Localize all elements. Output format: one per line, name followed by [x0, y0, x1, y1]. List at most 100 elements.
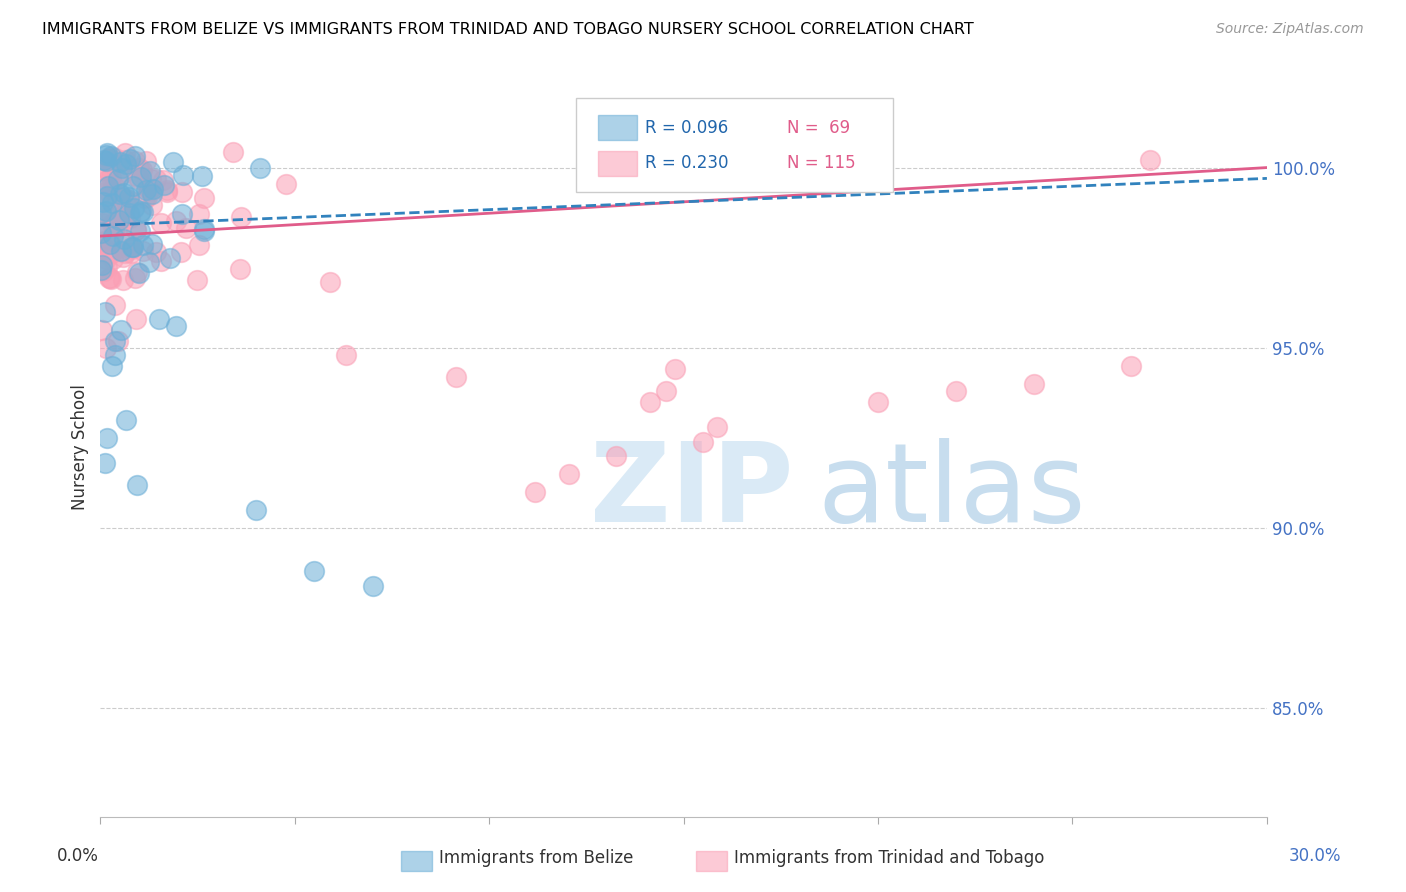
Point	[115, 156, 138, 170]
Point	[107, 167, 129, 181]
Point	[692, 434, 714, 449]
Point	[148, 312, 170, 326]
Point	[101, 217, 124, 231]
Point	[159, 251, 181, 265]
Point	[98, 236, 121, 251]
Point	[135, 154, 157, 169]
Point	[110, 323, 132, 337]
Point	[91, 258, 114, 272]
Point	[868, 395, 890, 409]
Point	[129, 170, 152, 185]
Point	[136, 180, 159, 194]
Point	[141, 197, 163, 211]
Text: R = 0.230: R = 0.230	[645, 154, 728, 172]
Point	[114, 192, 136, 206]
Point	[125, 265, 148, 279]
Point	[111, 209, 134, 223]
Point	[190, 169, 212, 183]
Point	[96, 153, 118, 167]
Point	[103, 222, 125, 236]
Point	[155, 185, 177, 199]
Point	[98, 186, 121, 201]
Point	[96, 260, 118, 274]
Point	[654, 384, 676, 398]
Point	[141, 236, 163, 251]
Point	[319, 276, 342, 290]
Point	[136, 190, 159, 204]
Point	[121, 245, 143, 260]
Point	[96, 153, 118, 168]
Point	[101, 229, 124, 244]
Point	[93, 234, 115, 248]
Point	[605, 449, 627, 463]
Point	[132, 237, 155, 252]
Point	[115, 413, 138, 427]
Point	[1139, 153, 1161, 168]
Point	[193, 191, 215, 205]
Point	[145, 244, 167, 259]
Point	[114, 153, 136, 167]
Point	[118, 152, 141, 166]
Point	[128, 172, 150, 186]
Point	[94, 204, 117, 219]
Y-axis label: Nursery School: Nursery School	[72, 384, 89, 510]
Point	[125, 222, 148, 236]
Point	[91, 223, 114, 237]
Point	[96, 431, 118, 445]
Point	[115, 234, 138, 248]
Point	[174, 221, 197, 235]
Point	[94, 305, 117, 319]
Text: IMMIGRANTS FROM BELIZE VS IMMIGRANTS FROM TRINIDAD AND TOBAGO NURSERY SCHOOL COR: IMMIGRANTS FROM BELIZE VS IMMIGRANTS FRO…	[42, 22, 974, 37]
Point	[93, 153, 115, 168]
Point	[229, 262, 252, 277]
Point	[122, 240, 145, 254]
Point	[90, 236, 112, 251]
Text: N =  69: N = 69	[787, 119, 851, 136]
Point	[108, 213, 131, 227]
Point	[128, 266, 150, 280]
Point	[222, 145, 245, 160]
Point	[1119, 359, 1142, 373]
Point	[98, 151, 121, 165]
Point	[96, 147, 118, 161]
Point	[93, 195, 115, 210]
Point	[101, 252, 124, 267]
Point	[91, 243, 114, 257]
Point	[112, 210, 135, 224]
Point	[112, 213, 135, 227]
Point	[162, 155, 184, 169]
Point	[523, 485, 546, 500]
Point	[111, 161, 134, 175]
Point	[107, 334, 129, 348]
Point	[104, 334, 127, 348]
Point	[124, 271, 146, 285]
Point	[107, 171, 129, 186]
Point	[153, 178, 176, 192]
Point	[110, 244, 132, 258]
Point	[172, 207, 194, 221]
Point	[100, 149, 122, 163]
Point	[117, 189, 139, 203]
Point	[945, 384, 967, 398]
Point	[124, 169, 146, 184]
Point	[100, 272, 122, 286]
Point	[121, 243, 143, 257]
Point	[125, 312, 148, 326]
Point	[131, 244, 153, 259]
Point	[131, 162, 153, 177]
Point	[110, 189, 132, 203]
Point	[100, 170, 122, 185]
Text: N = 115: N = 115	[787, 154, 856, 172]
Text: Immigrants from Trinidad and Tobago: Immigrants from Trinidad and Tobago	[734, 849, 1045, 867]
Text: atlas: atlas	[818, 438, 1087, 545]
Point	[91, 216, 114, 230]
Point	[97, 271, 120, 285]
Point	[101, 181, 124, 195]
Point	[138, 183, 160, 197]
Point	[96, 234, 118, 248]
Point	[139, 172, 162, 186]
Point	[108, 155, 131, 169]
Point	[90, 208, 112, 222]
Point	[110, 211, 132, 225]
Point	[156, 184, 179, 198]
